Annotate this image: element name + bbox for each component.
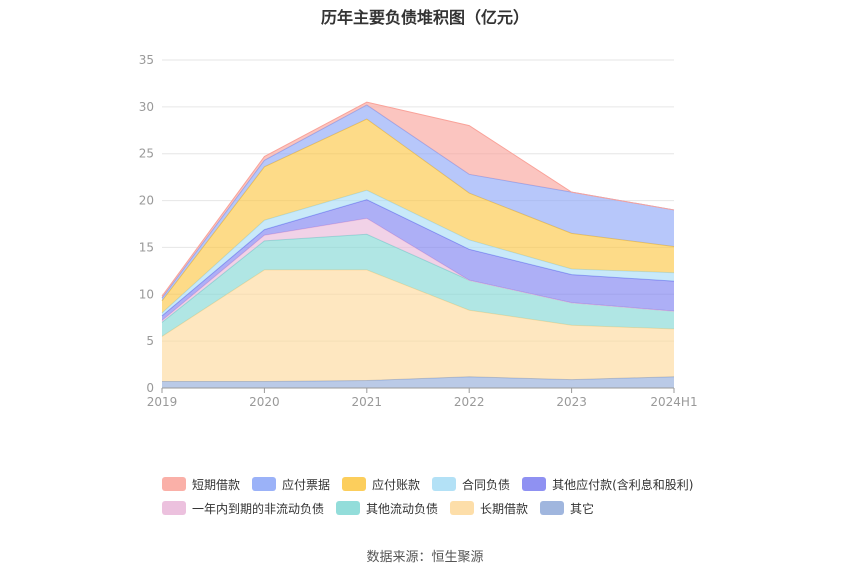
- legend-item[interactable]: 一年内到期的非流动负债: [162, 500, 324, 517]
- x-tick-label: 2019: [147, 395, 178, 409]
- legend-item[interactable]: 短期借款: [162, 476, 240, 493]
- legend-label: 其他流动负债: [366, 500, 438, 517]
- stacked-area-chart: 0 5 10 15 20 25 30 35 2019 2020 2021 2022 2023 2024H…: [0, 0, 850, 470]
- legend-label: 其他应付款(含利息和股利): [552, 476, 693, 493]
- x-axis: 2019 2020 2021 2022 2023 2024H1: [147, 388, 698, 409]
- x-tick-label: 2024H1: [650, 395, 697, 409]
- legend-swatch: [336, 501, 360, 515]
- legend-label: 应付票据: [282, 476, 330, 493]
- legend-label: 短期借款: [192, 476, 240, 493]
- legend-row-1: 短期借款 应付票据 应付账款 合同负债 其他应付款(含利息和股利): [162, 472, 722, 496]
- legend-label: 其它: [570, 500, 594, 517]
- legend-item[interactable]: 长期借款: [450, 500, 528, 517]
- y-tick-label: 15: [139, 240, 154, 254]
- legend-label: 应付账款: [372, 476, 420, 493]
- legend-item[interactable]: 合同负债: [432, 476, 510, 493]
- legend: 短期借款 应付票据 应付账款 合同负债 其他应付款(含利息和股利) 一年内到期的非流动负…: [162, 472, 722, 520]
- legend-swatch: [342, 477, 366, 491]
- y-tick-label: 20: [139, 194, 154, 208]
- legend-row-2: 一年内到期的非流动负债 其他流动负债 长期借款 其它: [162, 496, 722, 520]
- legend-item[interactable]: 应付票据: [252, 476, 330, 493]
- legend-swatch: [162, 501, 186, 515]
- legend-swatch: [540, 501, 564, 515]
- legend-item[interactable]: 其他应付款(含利息和股利): [522, 476, 693, 493]
- legend-item[interactable]: 应付账款: [342, 476, 420, 493]
- data-source: 数据来源：恒生聚源: [0, 546, 850, 565]
- y-tick-label: 10: [139, 287, 154, 301]
- legend-label: 一年内到期的非流动负债: [192, 500, 324, 517]
- legend-item[interactable]: 其他流动负债: [336, 500, 438, 517]
- legend-swatch: [432, 477, 456, 491]
- area-series: [162, 102, 674, 388]
- x-tick-label: 2021: [352, 395, 383, 409]
- x-tick-label: 2022: [454, 395, 485, 409]
- y-tick-label: 25: [139, 147, 154, 161]
- legend-item[interactable]: 其它: [540, 500, 594, 517]
- y-axis-ticks: 0 5 10 15 20 25 30 35: [139, 53, 154, 395]
- legend-label: 长期借款: [480, 500, 528, 517]
- legend-swatch: [522, 477, 546, 491]
- y-tick-label: 5: [146, 334, 154, 348]
- legend-swatch: [252, 477, 276, 491]
- legend-swatch: [162, 477, 186, 491]
- x-tick-label: 2020: [249, 395, 280, 409]
- y-tick-label: 35: [139, 53, 154, 67]
- legend-swatch: [450, 501, 474, 515]
- y-tick-label: 0: [146, 381, 154, 395]
- x-tick-label: 2023: [556, 395, 587, 409]
- y-tick-label: 30: [139, 100, 154, 114]
- legend-label: 合同负债: [462, 476, 510, 493]
